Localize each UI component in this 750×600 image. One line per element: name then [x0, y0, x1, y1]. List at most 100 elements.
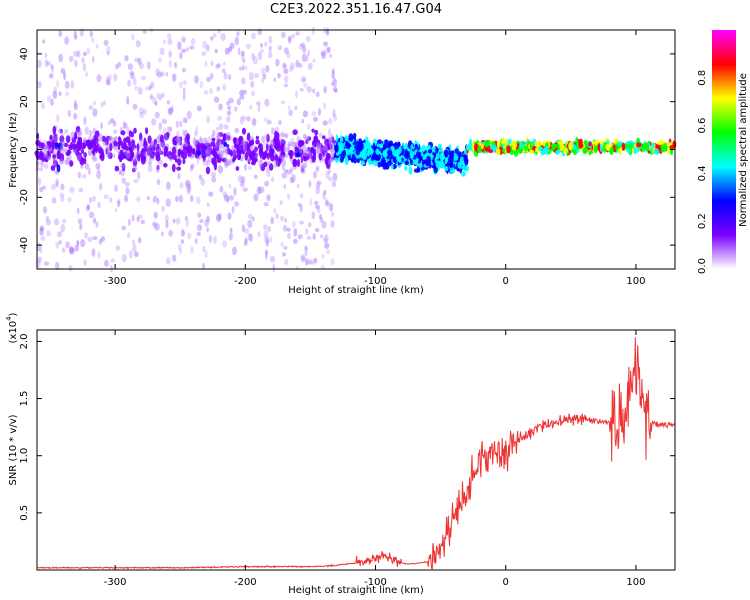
- spectrogram-cell: [323, 102, 327, 110]
- spectrogram-cell: [251, 90, 255, 97]
- spectrogram-cell: [119, 152, 125, 160]
- spectrogram-cell: [152, 97, 158, 105]
- spectrogram-cell: [372, 142, 376, 151]
- spectrogram-cell: [199, 136, 203, 143]
- spectrogram-cell: [129, 70, 135, 76]
- spectrogram-cell: [199, 80, 204, 89]
- spectrogram-cell: [375, 148, 380, 156]
- spectrogram-cell: [262, 224, 268, 230]
- spectrogram-cell: [39, 186, 44, 193]
- spectrogram-cell: [269, 147, 273, 155]
- spectrogram-cell: [316, 180, 322, 185]
- spectrogram-cell: [41, 185, 47, 190]
- spectrogram-cell: [320, 265, 325, 270]
- spectrogram-cell: [254, 72, 260, 79]
- spectrogram-cell: [216, 86, 221, 92]
- spectrogram-cell: [171, 163, 176, 173]
- spectrogram-cell: [315, 141, 320, 150]
- spectrogram-cell: [414, 144, 418, 149]
- spectrogram-cell: [658, 139, 664, 145]
- spectrogram-cell: [228, 195, 234, 201]
- spectrogram-cell: [249, 233, 254, 243]
- spectrogram-cell: [175, 195, 179, 203]
- spectrogram-cell: [273, 141, 277, 149]
- spectrogram-cell: [353, 132, 357, 139]
- x-tick-label: -100: [364, 577, 387, 588]
- spectrogram-cell: [121, 177, 127, 184]
- spectrogram-cell: [271, 176, 274, 182]
- spectrogram-cell: [289, 66, 294, 73]
- spectrogram-cell: [323, 234, 329, 243]
- spectrogram-cell: [315, 186, 321, 195]
- spectrogram-cell: [666, 147, 671, 155]
- spectrogram-cell: [136, 216, 140, 223]
- spectrogram-cell: [223, 194, 229, 202]
- spectrogram-cell: [320, 234, 324, 239]
- spectrogram-cell: [103, 194, 109, 200]
- spectrogram-cell: [396, 153, 399, 161]
- spectrogram-cell: [216, 154, 220, 159]
- spectrogram-cell: [302, 110, 309, 118]
- spectrogram-cell: [323, 146, 329, 155]
- spectrogram-cell: [169, 145, 173, 152]
- spectrogram-cell: [223, 141, 228, 147]
- spectrogram-cell: [35, 160, 40, 167]
- spectrogram-cell: [172, 153, 177, 160]
- spectrogram-cell: [322, 135, 326, 140]
- spectrogram-cell: [304, 136, 310, 145]
- spectrogram-cell: [87, 147, 93, 157]
- spectrogram-cell: [204, 249, 208, 259]
- spectrogram-cell: [469, 138, 473, 147]
- spectrogram-cell: [244, 238, 247, 247]
- spectrogram-cell: [105, 143, 111, 152]
- spectrogram-cell: [206, 146, 212, 155]
- spectrogram-cell: [234, 144, 238, 149]
- spectrogram-cell: [91, 248, 96, 257]
- spectrogram-cell: [294, 105, 298, 111]
- spectrogram-cell: [65, 241, 70, 249]
- spectrogram-cell: [46, 61, 51, 66]
- spectrogram-cell: [301, 256, 306, 263]
- spectrogram-cell: [277, 73, 281, 79]
- spectrogram-cell: [348, 133, 354, 142]
- x-tick-label: -100: [364, 276, 387, 287]
- spectrogram-cell: [192, 148, 196, 155]
- spectrogram-cell: [215, 126, 220, 131]
- spectrogram-cell: [96, 171, 102, 180]
- spectrogram-cell: [266, 143, 269, 152]
- spectrogram-cell: [185, 133, 190, 141]
- spectrogram-cell: [218, 103, 223, 111]
- spectrogram-cell: [266, 120, 272, 125]
- spectrogram-x-label: Height of straight line (km): [288, 285, 424, 296]
- snr-y-multiplier: (x104): [5, 312, 19, 343]
- spectrogram-cell: [55, 241, 60, 249]
- spectrogram-cell: [434, 157, 438, 163]
- spectrogram-cell: [303, 149, 307, 157]
- spectrogram-cell: [398, 158, 402, 163]
- spectrogram-cell: [311, 211, 316, 220]
- spectrogram-cell: [284, 133, 289, 139]
- spectrogram-cell: [222, 83, 227, 91]
- spectrogram-cell: [325, 197, 328, 206]
- spectrogram-cell: [59, 135, 65, 143]
- spectrogram-cell: [216, 144, 220, 152]
- spectrogram-cell: [97, 146, 102, 154]
- spectrogram-cell: [286, 169, 293, 175]
- snr-series-line: [36, 337, 676, 571]
- spectrogram-cell: [262, 73, 267, 80]
- spectrogram-cell: [69, 160, 74, 167]
- spectrogram-cell: [615, 143, 619, 152]
- spectrogram-cell: [190, 163, 195, 169]
- spectrogram-cell: [194, 238, 198, 244]
- spectrogram-cell: [281, 31, 286, 39]
- spectrogram-cell: [80, 239, 86, 248]
- spectrogram-cell: [184, 215, 188, 221]
- spectrogram-cell: [116, 200, 121, 208]
- spectrogram-cell: [147, 61, 151, 70]
- spectrogram-cell: [201, 51, 207, 57]
- spectrogram-cell: [114, 184, 118, 193]
- spectrogram-cell: [401, 157, 404, 162]
- spectrogram-cell: [167, 126, 173, 132]
- spectrogram-cell: [212, 158, 218, 167]
- spectrogram-cell: [171, 73, 176, 82]
